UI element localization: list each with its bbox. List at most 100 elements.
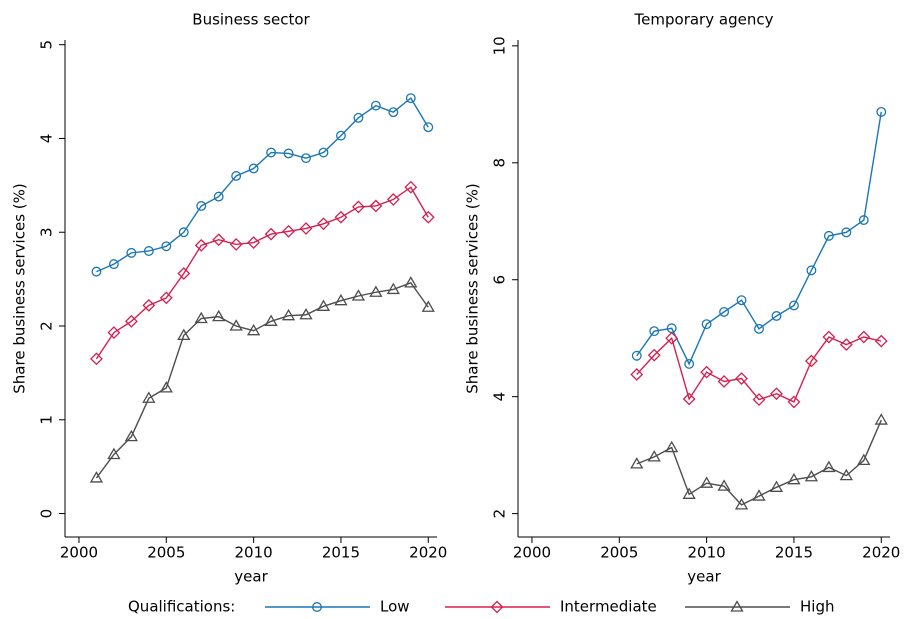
marker — [717, 375, 731, 388]
marker — [647, 450, 661, 462]
x-tick-label: 2020 — [409, 544, 447, 562]
legend-title: Qualifications: — [128, 598, 235, 616]
marker — [107, 326, 121, 339]
y-axis-label: Share business services (%) — [464, 183, 482, 393]
marker — [736, 295, 747, 306]
marker — [684, 358, 695, 369]
series-line — [95, 282, 429, 479]
marker — [318, 147, 329, 158]
marker — [334, 293, 348, 306]
chart-title: Business sector — [192, 11, 310, 29]
marker — [876, 106, 887, 117]
x-tick-label: 2000 — [513, 544, 551, 562]
marker — [754, 323, 764, 334]
marker — [159, 381, 173, 393]
marker — [196, 201, 207, 211]
marker — [787, 472, 801, 485]
marker — [194, 238, 208, 252]
marker — [386, 192, 400, 206]
marker — [370, 100, 381, 111]
marker — [264, 227, 278, 241]
y-tick-label: 10 — [491, 36, 509, 55]
marker — [264, 314, 278, 326]
legend-label: Low — [380, 598, 410, 616]
series-line — [96, 97, 429, 273]
marker — [841, 227, 852, 238]
marker — [388, 107, 399, 118]
marker — [316, 299, 331, 311]
marker — [874, 334, 888, 348]
marker — [699, 476, 714, 488]
marker — [719, 306, 730, 317]
series-line — [636, 336, 882, 403]
marker — [822, 460, 836, 473]
marker — [788, 300, 799, 311]
y-tick-label: 5 — [38, 40, 56, 50]
marker — [752, 393, 766, 407]
marker — [857, 330, 871, 344]
marker — [630, 457, 644, 469]
marker — [770, 387, 783, 401]
marker — [301, 153, 311, 164]
marker — [90, 352, 103, 366]
y-tick-label: 6 — [491, 275, 509, 285]
marker — [421, 300, 435, 312]
x-tick-label: 2005 — [147, 544, 185, 562]
y-tick-label: 1 — [38, 415, 56, 425]
marker — [299, 307, 313, 320]
marker — [334, 210, 348, 224]
marker — [108, 259, 119, 270]
marker — [177, 328, 191, 341]
marker — [282, 224, 295, 238]
marker — [874, 413, 888, 425]
x-tick-label: 2000 — [60, 544, 98, 562]
series-line — [95, 186, 429, 360]
marker — [335, 130, 346, 141]
marker — [369, 199, 383, 213]
marker — [107, 447, 121, 460]
marker — [404, 180, 418, 194]
marker — [839, 468, 853, 481]
marker — [682, 392, 696, 406]
x-axis-label: year — [687, 568, 721, 586]
x-axis-label: year — [234, 568, 268, 586]
marker — [823, 230, 834, 241]
marker — [421, 210, 435, 224]
x-tick-label: 2020 — [862, 544, 900, 562]
marker — [839, 338, 853, 352]
marker — [787, 395, 801, 409]
legend-marker — [312, 602, 322, 612]
marker — [804, 469, 819, 482]
marker — [631, 350, 642, 361]
y-tick-label: 3 — [38, 227, 56, 237]
legend-label: High — [800, 598, 834, 616]
series-line — [636, 111, 882, 366]
x-tick-label: 2015 — [322, 544, 360, 562]
marker — [231, 171, 242, 181]
marker — [700, 365, 714, 379]
marker — [858, 215, 869, 226]
marker — [734, 498, 749, 510]
marker — [351, 289, 366, 301]
marker — [665, 331, 679, 345]
y-tick-label: 8 — [491, 158, 509, 168]
marker — [317, 217, 330, 231]
marker — [161, 241, 172, 252]
marker — [649, 326, 660, 337]
marker — [299, 222, 313, 235]
marker — [682, 487, 696, 499]
marker — [717, 479, 731, 491]
marker — [143, 246, 154, 256]
y-tick-label: 4 — [38, 134, 56, 144]
marker — [647, 348, 661, 362]
marker — [822, 330, 836, 344]
marker — [386, 282, 400, 295]
x-tick-label: 2010 — [235, 544, 273, 562]
marker — [630, 368, 644, 381]
legend-marker — [730, 600, 744, 612]
x-tick-label: 2015 — [775, 544, 813, 562]
y-tick-label: 0 — [38, 509, 56, 519]
marker — [248, 163, 259, 174]
marker — [159, 291, 173, 305]
